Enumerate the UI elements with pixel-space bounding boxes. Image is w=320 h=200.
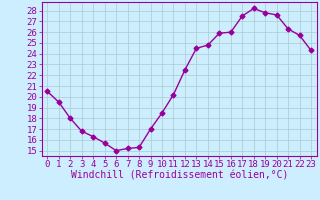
X-axis label: Windchill (Refroidissement éolien,°C): Windchill (Refroidissement éolien,°C)	[70, 171, 288, 181]
